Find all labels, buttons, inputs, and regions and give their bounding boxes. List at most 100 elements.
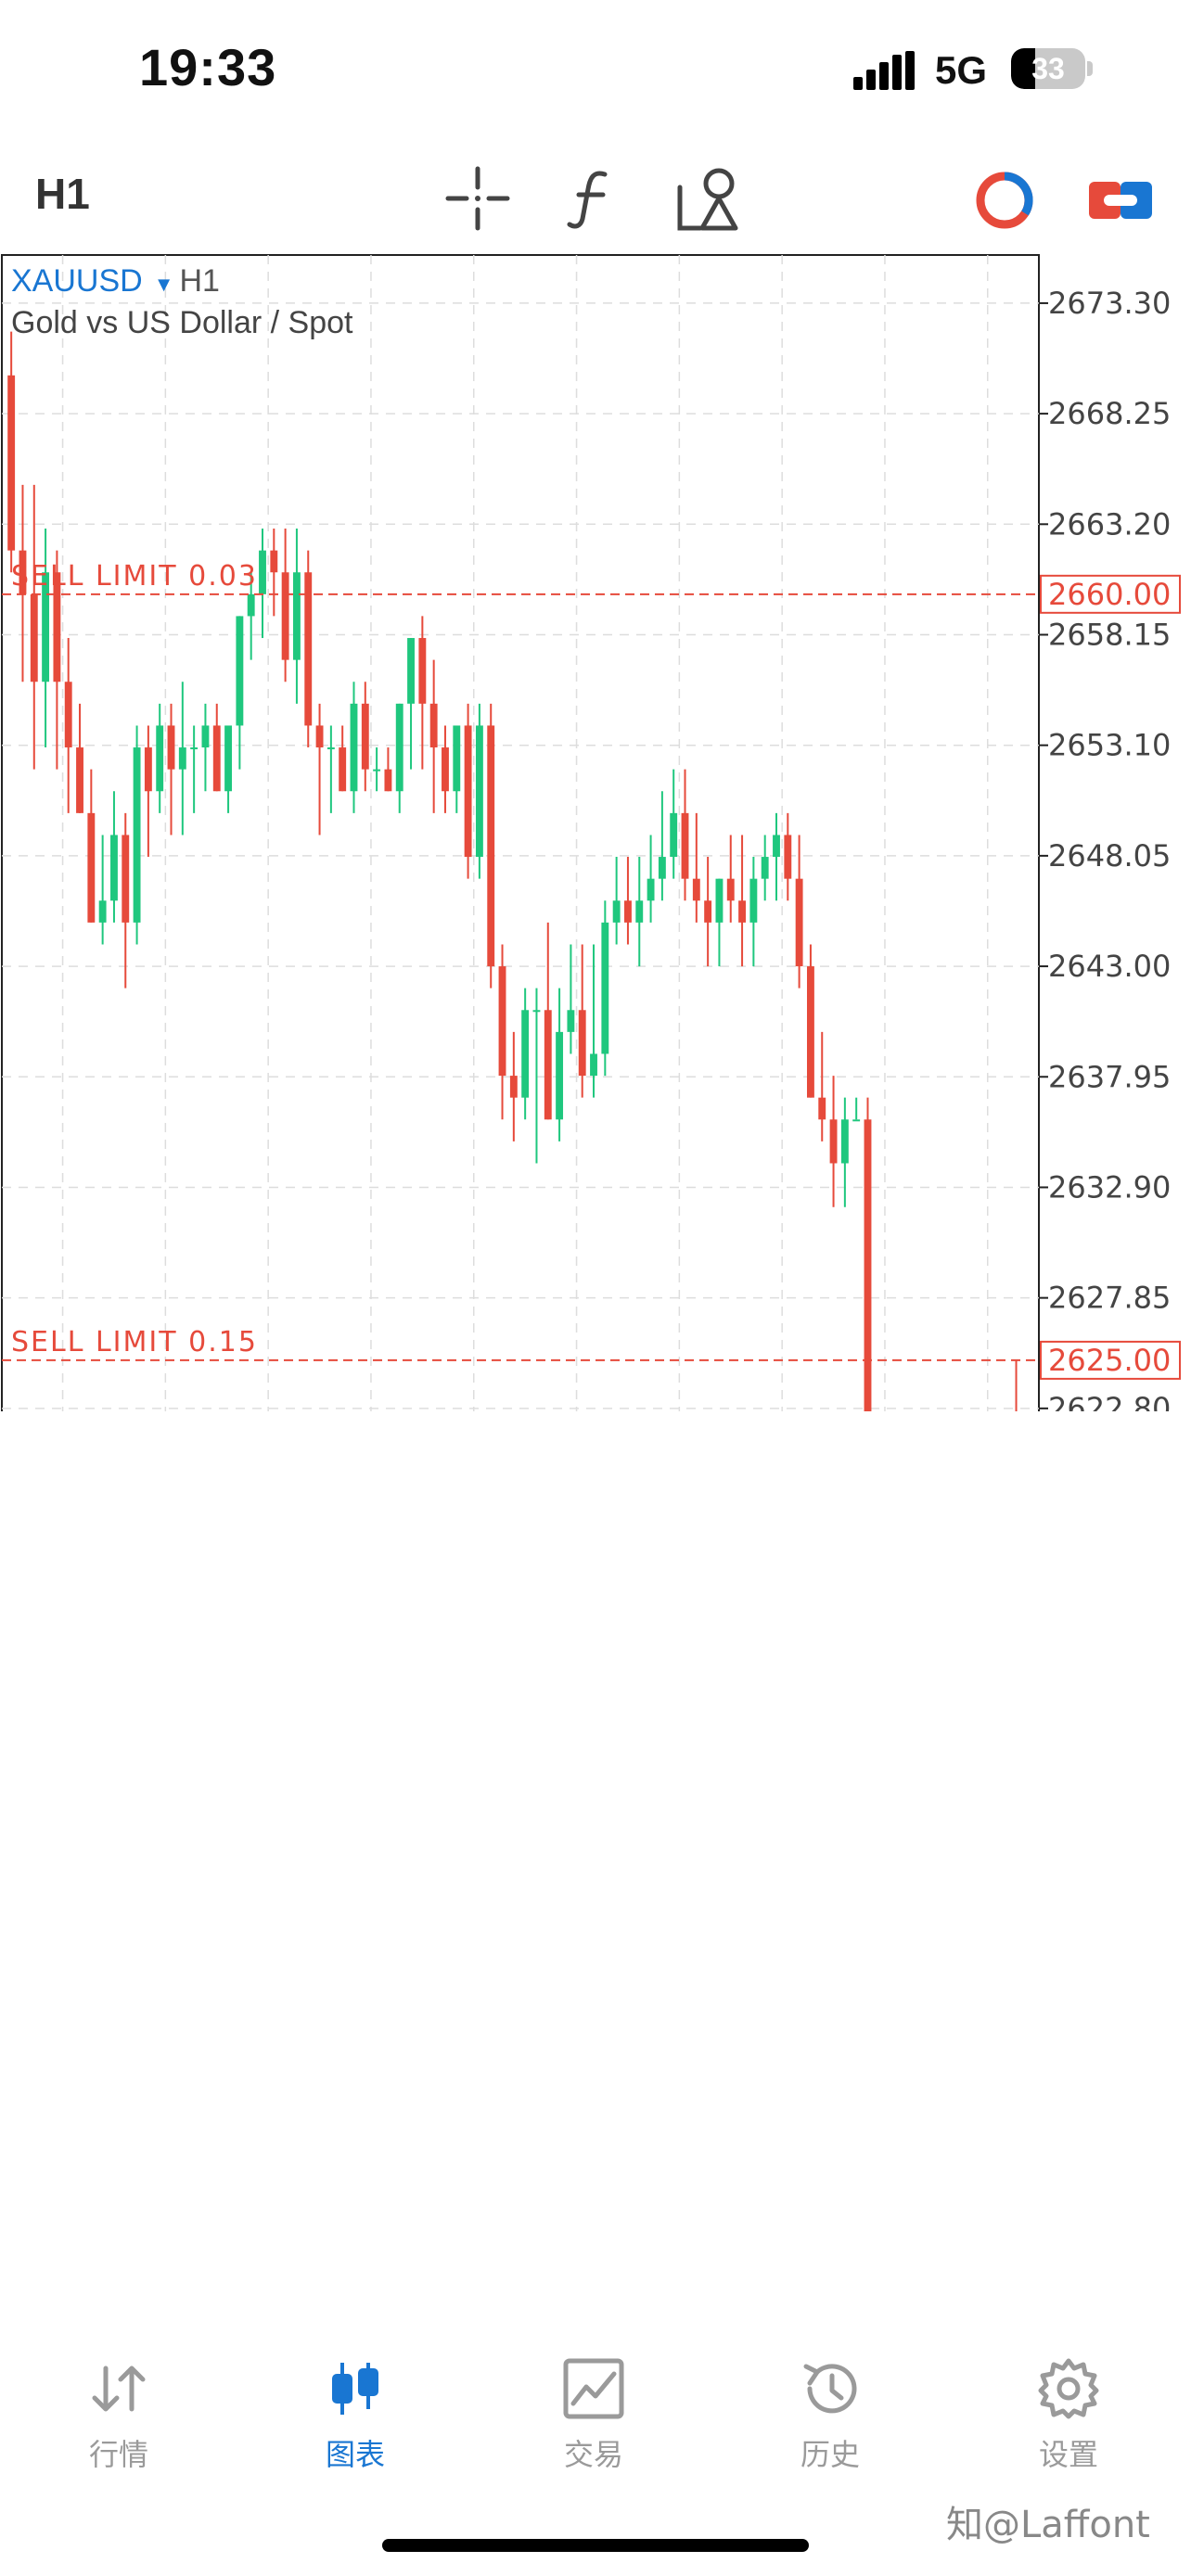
candle-body bbox=[509, 1076, 518, 1098]
candle-body bbox=[635, 900, 644, 923]
candle-body bbox=[567, 1010, 575, 1032]
order-price-box bbox=[1040, 574, 1181, 614]
candle-body bbox=[304, 572, 313, 726]
nav-history[interactable]: 历史 bbox=[737, 2355, 923, 2474]
home-indicator[interactable] bbox=[382, 2539, 809, 2552]
candle-body bbox=[30, 593, 38, 682]
chart-canvas[interactable]: 2673.30 2668.25 2663.20 2658.15 2653.10 2648.… bbox=[0, 252, 1191, 1411]
candle-body bbox=[453, 725, 461, 792]
candle-body bbox=[670, 812, 678, 858]
battery-tip bbox=[1087, 61, 1093, 76]
candle-body bbox=[178, 747, 186, 770]
battery-level: 33 bbox=[1031, 52, 1065, 85]
order-label: SELL LIMIT 0.15 bbox=[11, 1326, 258, 1358]
history-icon bbox=[803, 2364, 857, 2414]
candle-body bbox=[681, 812, 689, 879]
candle-body bbox=[806, 966, 814, 1098]
symbol-timeframe: H1 bbox=[179, 263, 220, 299]
candle-body bbox=[829, 1119, 838, 1164]
status-bar: 19:33 5G 33 bbox=[0, 0, 1191, 130]
chart-icon bbox=[332, 2363, 378, 2415]
candle-body bbox=[464, 725, 472, 858]
nav-settings-label: 设置 bbox=[1038, 2437, 1098, 2472]
candle-body bbox=[361, 703, 369, 770]
candle-body bbox=[407, 638, 415, 704]
symbol-name[interactable]: XAUUSD bbox=[11, 263, 143, 299]
candle-body bbox=[270, 550, 278, 573]
one-click-trading-icon[interactable] bbox=[967, 161, 1042, 236]
candle-body bbox=[852, 1119, 861, 1122]
symbol-dropdown-icon[interactable]: ▼ bbox=[153, 273, 174, 296]
status-time: 19:33 bbox=[139, 38, 277, 96]
candle-body bbox=[773, 835, 780, 858]
order-price-box bbox=[1040, 1340, 1181, 1380]
candle-body bbox=[442, 747, 449, 792]
symbol-description: Gold vs US Dollar / Spot bbox=[11, 305, 353, 340]
timeframe-button[interactable]: H1 bbox=[35, 170, 90, 218]
y-tick-label: 2653.10 bbox=[1048, 728, 1171, 763]
y-tick-label: 2668.25 bbox=[1048, 396, 1171, 431]
candle-body bbox=[749, 878, 758, 923]
plot-frame bbox=[1, 254, 1040, 1411]
nav-chart-label: 图表 bbox=[325, 2437, 385, 2472]
candle-body bbox=[864, 1119, 872, 1411]
candle-body bbox=[726, 878, 735, 901]
candle-body bbox=[327, 747, 335, 750]
candle-body bbox=[601, 922, 609, 1054]
crosshair-icon[interactable] bbox=[441, 161, 515, 236]
battery-icon: 33 bbox=[1011, 48, 1085, 89]
candle-body bbox=[578, 1010, 586, 1077]
candle-body bbox=[98, 900, 107, 923]
candle-body bbox=[818, 1097, 826, 1120]
nav-quotes[interactable]: 行情 bbox=[26, 2355, 211, 2474]
candle-body bbox=[840, 1119, 849, 1164]
candle-body bbox=[647, 878, 655, 901]
candle-body bbox=[201, 725, 210, 748]
settings-icon bbox=[1038, 2358, 1099, 2419]
nav-history-label: 历史 bbox=[800, 2437, 860, 2472]
order-label: SELL LIMIT 0.03 bbox=[11, 560, 258, 593]
candle-body bbox=[53, 572, 61, 682]
order-price-label: 2625.00 bbox=[1048, 1343, 1171, 1378]
symbol-info: XAUUSD ▼ H1 Gold vs US Dollar / Spot bbox=[11, 263, 352, 341]
price-chart[interactable]: 2673.30 2668.25 2663.20 2658.15 2653.10 2648.… bbox=[0, 252, 1191, 1411]
candle-body bbox=[247, 593, 255, 617]
y-tick-label: 2663.20 bbox=[1048, 506, 1171, 542]
chart-toolbar: H1 bbox=[0, 148, 1191, 250]
trade-icon bbox=[563, 2358, 624, 2419]
nav-chart[interactable]: 图表 bbox=[263, 2355, 448, 2474]
candle-body bbox=[259, 550, 266, 594]
candle-body bbox=[521, 1010, 530, 1098]
nav-trade[interactable]: 交易 bbox=[501, 2355, 686, 2474]
candle-body bbox=[281, 572, 289, 660]
objects-icon[interactable] bbox=[672, 161, 747, 236]
candle-body bbox=[292, 572, 301, 660]
candle-body bbox=[156, 725, 164, 792]
indicators-icon[interactable] bbox=[557, 161, 631, 236]
candle-body bbox=[612, 900, 621, 923]
order-price-label: 2660.00 bbox=[1048, 577, 1171, 612]
candle-body bbox=[373, 769, 381, 772]
candle-body bbox=[738, 900, 747, 923]
candle-body bbox=[692, 878, 700, 901]
candle-body bbox=[395, 703, 403, 792]
battery-fill bbox=[1011, 48, 1036, 89]
candle-body bbox=[110, 835, 118, 901]
candle-body bbox=[42, 572, 50, 682]
candle-body bbox=[133, 747, 141, 923]
candle-body bbox=[212, 725, 221, 792]
candle-body bbox=[350, 703, 358, 792]
candle-body bbox=[487, 725, 495, 967]
y-tick-label: 2643.00 bbox=[1048, 949, 1171, 984]
nav-settings[interactable]: 设置 bbox=[976, 2355, 1161, 2474]
account-toggle-icon[interactable] bbox=[1083, 161, 1158, 236]
candle-body bbox=[167, 725, 175, 770]
y-tick-label: 2658.15 bbox=[1048, 617, 1171, 652]
candle-body bbox=[544, 1010, 552, 1120]
candle-body bbox=[144, 747, 152, 792]
candle-body bbox=[315, 725, 324, 748]
nav-quotes-label: 行情 bbox=[88, 2437, 148, 2472]
candle-body bbox=[76, 747, 83, 813]
y-tick-label: 2637.95 bbox=[1048, 1059, 1171, 1094]
candle-body bbox=[784, 835, 792, 879]
